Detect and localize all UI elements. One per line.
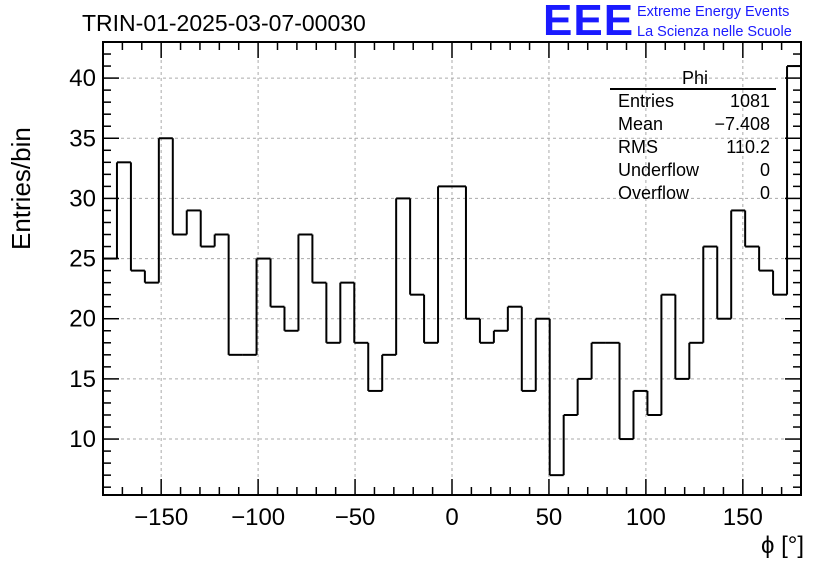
stats-rms-value: 110.2 [726,137,770,157]
chart-title: TRIN-01-2025-03-07-00030 [82,10,366,36]
x-tick-label: −100 [231,504,285,531]
stats-row-overflow: Overflow 0 [610,182,776,205]
y-tick-label: 35 [69,125,96,152]
y-axis-label: Entries/bin [6,127,36,250]
stats-underflow-label: Underflow [618,160,700,180]
x-axis-label: ϕ [°] [760,532,804,559]
stats-row-rms: RMS 110.2 [610,136,776,159]
stats-mean-label: Mean [618,114,664,134]
stats-entries-label: Entries [618,91,675,111]
y-tick-label: 15 [69,366,96,393]
stats-row-entries: Entries 1081 [610,90,776,113]
stats-row-mean: Mean −7.408 [610,113,776,136]
x-tick-label: −150 [134,504,188,531]
eee-logo: EEE [543,0,635,45]
stats-name: Phi [610,68,776,90]
stats-overflow-value: 0 [759,183,770,203]
x-tick-label: −50 [335,504,376,531]
stats-mean-value: −7.408 [714,114,770,134]
y-tick-label: 25 [69,246,96,273]
x-tick-label: 100 [626,504,666,531]
y-tick-label: 30 [69,185,96,212]
stats-rms-label: RMS [618,137,658,157]
x-tick-label: 50 [536,504,563,531]
stats-underflow-value: 0 [759,160,770,180]
stats-overflow-label: Overflow [618,183,690,203]
y-tick-label: 20 [69,306,96,333]
x-tick-label: 150 [723,504,763,531]
stats-row-underflow: Underflow 0 [610,159,776,182]
y-tick-label: 40 [69,65,96,92]
logo-subtitle-2: La Scienza nelle Scuole [637,24,792,40]
stats-entries-value: 1081 [729,91,770,111]
logo-subtitle-1: Extreme Energy Events [637,4,790,20]
stats-box: Phi Entries 1081 Mean −7.408 RMS 110.2 U… [610,68,776,205]
x-tick-label: 0 [445,504,458,531]
y-tick-label: 10 [69,426,96,453]
